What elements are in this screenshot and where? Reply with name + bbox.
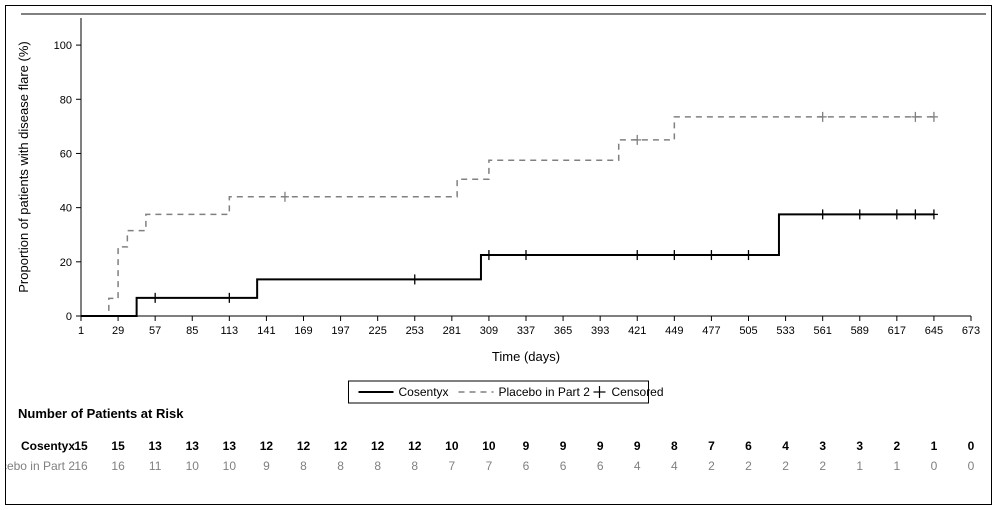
risk-value: 1: [931, 439, 938, 453]
risk-value: 6: [523, 459, 530, 473]
risk-value: 2: [782, 459, 789, 473]
cosentyx-line: [81, 214, 934, 316]
risk-value: 2: [893, 439, 900, 453]
risk-value: 12: [371, 439, 385, 453]
y-tick-label: 20: [60, 257, 72, 269]
x-tick-label: 505: [739, 325, 757, 337]
x-axis-label: Time (days): [492, 349, 560, 364]
risk-value: 12: [260, 439, 274, 453]
risk-value: 0: [968, 439, 975, 453]
x-tick-label: 113: [221, 325, 239, 337]
y-tick-label: 100: [54, 40, 72, 52]
x-tick-label: 57: [149, 325, 161, 337]
x-tick-label: 421: [628, 325, 646, 337]
risk-value: 15: [111, 439, 125, 453]
risk-value: 4: [671, 459, 678, 473]
y-tick-label: 60: [60, 148, 72, 160]
risk-value: 4: [782, 439, 789, 453]
risk-value: 7: [448, 459, 455, 473]
risk-value: 16: [74, 459, 88, 473]
x-tick-label: 449: [665, 325, 683, 337]
risk-value: 3: [819, 439, 826, 453]
risk-value: 9: [560, 439, 567, 453]
x-tick-label: 617: [888, 325, 906, 337]
risk-value: 12: [334, 439, 348, 453]
x-tick-label: 141: [257, 325, 275, 337]
risk-value: 7: [486, 459, 493, 473]
risk-value: 10: [445, 439, 459, 453]
risk-value: 7: [708, 439, 715, 453]
risk-value: 10: [223, 459, 237, 473]
risk-value: 15: [74, 439, 88, 453]
risk-value: 2: [745, 459, 752, 473]
x-tick-label: 673: [962, 325, 980, 337]
risk-value: 13: [223, 439, 237, 453]
x-tick-label: 477: [702, 325, 720, 337]
x-tick-label: 337: [517, 325, 535, 337]
x-tick-label: 169: [294, 325, 312, 337]
x-tick-label: 533: [776, 325, 794, 337]
x-tick-label: 85: [186, 325, 198, 337]
legend-label-cosentyx: Cosentyx: [399, 385, 449, 399]
risk-value: 12: [408, 439, 422, 453]
risk-value: 0: [931, 459, 938, 473]
risk-row-label: Cosentyx: [21, 439, 75, 453]
risk-value: 13: [148, 439, 162, 453]
risk-value: 8: [411, 459, 418, 473]
risk-row-label: Placebo in Part 2: [6, 459, 75, 473]
x-tick-label: 225: [368, 325, 386, 337]
risk-value: 9: [523, 439, 530, 453]
risk-value: 2: [819, 459, 826, 473]
risk-value: 11: [149, 459, 162, 473]
x-tick-label: 561: [813, 325, 831, 337]
y-axis-label: Proportion of patients with disease flar…: [16, 41, 31, 292]
x-tick-label: 393: [591, 325, 609, 337]
risk-value: 8: [337, 459, 344, 473]
y-tick-label: 80: [60, 94, 72, 106]
km-chart-svg: 0204060801001295785113141169197225253281…: [6, 6, 991, 504]
risk-value: 1: [893, 459, 900, 473]
risk-value: 6: [597, 459, 604, 473]
risk-table-header: Number of Patients at Risk: [18, 406, 184, 421]
x-tick-label: 253: [406, 325, 424, 337]
risk-value: 4: [634, 459, 641, 473]
x-tick-label: 589: [851, 325, 869, 337]
x-tick-label: 29: [112, 325, 124, 337]
risk-value: 8: [671, 439, 678, 453]
y-tick-label: 40: [60, 203, 72, 215]
legend-label-censored: Censored: [612, 385, 664, 399]
risk-value: 2: [708, 459, 715, 473]
risk-value: 8: [374, 459, 381, 473]
risk-value: 3: [856, 439, 863, 453]
risk-value: 10: [482, 439, 496, 453]
x-tick-label: 197: [331, 325, 349, 337]
y-tick-label: 0: [66, 311, 72, 323]
risk-value: 9: [597, 439, 604, 453]
x-tick-label: 645: [925, 325, 943, 337]
placebo-line: [81, 117, 934, 316]
risk-value: 6: [560, 459, 567, 473]
risk-value: 6: [745, 439, 752, 453]
risk-value: 1: [856, 459, 863, 473]
chart-container: 0204060801001295785113141169197225253281…: [5, 5, 992, 505]
risk-value: 8: [300, 459, 307, 473]
risk-value: 13: [186, 439, 200, 453]
x-tick-label: 309: [480, 325, 498, 337]
risk-value: 10: [186, 459, 200, 473]
risk-value: 9: [634, 439, 641, 453]
risk-value: 0: [968, 459, 975, 473]
x-tick-label: 365: [554, 325, 572, 337]
risk-value: 12: [297, 439, 311, 453]
legend-label-placebo: Placebo in Part 2: [499, 385, 591, 399]
risk-value: 16: [111, 459, 125, 473]
x-tick-label: 281: [443, 325, 461, 337]
x-tick-label: 1: [78, 325, 84, 337]
risk-value: 9: [263, 459, 270, 473]
